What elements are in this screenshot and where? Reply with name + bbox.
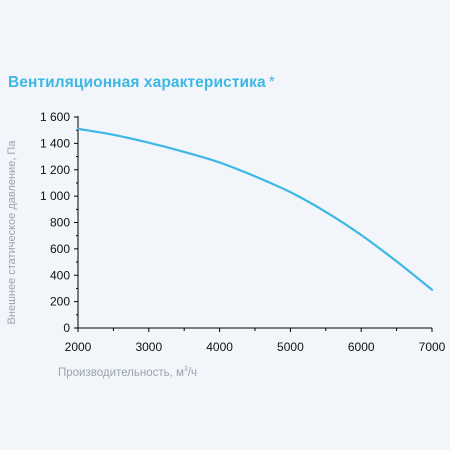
y-axis-label: Внешнее статическое давление, Па [6,140,18,325]
x-tick-label: 6000 [348,340,375,354]
x-tick-label: 3000 [135,340,162,354]
y-tick-label: 1 400 [40,136,70,150]
y-tick-label: 0 [63,321,70,335]
x-tick-label: 5000 [277,340,304,354]
x-tick-label: 7000 [419,340,446,354]
x-tick-label: 2000 [65,340,92,354]
y-tick-label: 200 [50,295,70,309]
y-tick-label: 600 [50,242,70,256]
x-axis-label: Производительность, м3/ч [58,366,197,379]
x-tick-label: 4000 [206,340,233,354]
series-line [76,127,434,291]
chart-title-text: Вентиляционная характеристика [8,74,266,91]
y-tick-label: 800 [50,216,70,230]
y-tick-label: 1 600 [40,110,70,124]
y-tick-label: 1 200 [40,163,70,177]
chart-title-asterisk: * [268,74,275,91]
x-axis-label-tail: /ч [187,366,198,379]
y-tick-label: 1 000 [40,189,70,203]
chart-title: Вентиляционная характеристика * [8,74,275,92]
y-tick-label: 400 [50,268,70,282]
x-axis-label-sup: 3 [183,366,188,373]
x-axis-label-main: Производительность, м [58,366,184,379]
